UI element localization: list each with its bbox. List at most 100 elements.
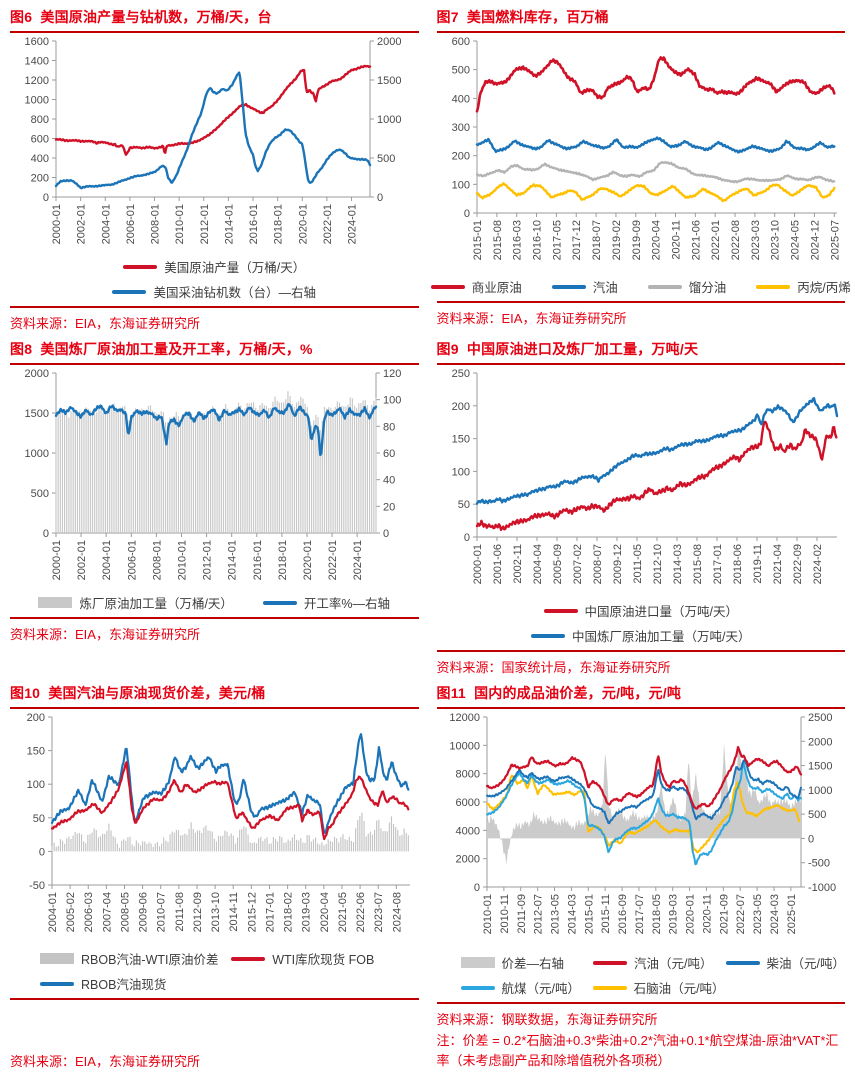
svg-text:300: 300 xyxy=(451,122,469,134)
axis-labels: 0 50 100 150 200 250 2000-01 2001-06 2002-11 2004… xyxy=(451,368,823,584)
source-text: 资料来源：国家统计局，东海证券研究所 xyxy=(436,660,671,675)
svg-text:150: 150 xyxy=(27,746,45,758)
legend-row: 美国原油产量（万桶/天） xyxy=(10,257,419,276)
svg-text:400: 400 xyxy=(31,153,49,165)
svg-text:2015-08: 2015-08 xyxy=(491,220,503,260)
svg-text:2010-01: 2010-01 xyxy=(176,540,188,580)
svg-text:250: 250 xyxy=(451,368,469,380)
svg-text:-50: -50 xyxy=(29,880,45,892)
axis-labels: 0 500 1000 1500 2000 0 20 40 60 80 100 120 2000-01 20… xyxy=(25,368,402,580)
svg-text:0: 0 xyxy=(473,882,479,894)
axis-labels: -50 0 50 100 150 200 2004-01 2005-02 2006-03 2007… xyxy=(27,712,404,932)
svg-text:2012-01: 2012-01 xyxy=(202,540,214,580)
svg-text:2018-06: 2018-06 xyxy=(732,544,744,584)
svg-text:2020-11: 2020-11 xyxy=(670,220,682,260)
svg-text:2020-04: 2020-04 xyxy=(650,220,662,260)
svg-text:2004-01: 2004-01 xyxy=(100,204,112,244)
svg-text:2024-02: 2024-02 xyxy=(812,544,824,584)
svg-text:2019-11: 2019-11 xyxy=(752,544,764,584)
svg-text:2012-07: 2012-07 xyxy=(532,894,544,934)
svg-text:2020-01: 2020-01 xyxy=(297,204,309,244)
svg-text:2023-07: 2023-07 xyxy=(373,892,385,932)
legend-line-swatch xyxy=(460,985,495,990)
series-china-crude-imports xyxy=(475,420,837,531)
svg-text:2021-04: 2021-04 xyxy=(772,544,784,584)
svg-text:50: 50 xyxy=(457,499,469,511)
legend-label: 航煤（元/吨） xyxy=(501,982,580,996)
svg-text:2024-12: 2024-12 xyxy=(809,220,821,260)
legend-label: 中国原油进口量（万吨/天） xyxy=(584,605,738,619)
svg-text:2020-01: 2020-01 xyxy=(684,894,696,934)
svg-text:600: 600 xyxy=(451,36,469,48)
legend-item-naphtha-price: 石脑油（元/吨） xyxy=(592,978,725,997)
svg-text:500: 500 xyxy=(377,153,395,165)
svg-text:2021-05: 2021-05 xyxy=(337,892,349,932)
svg-text:2000-01: 2000-01 xyxy=(51,204,63,244)
svg-text:2013-10: 2013-10 xyxy=(210,892,222,932)
svg-text:2020-01: 2020-01 xyxy=(302,540,314,580)
figure-panel-11: 图11 国内的成品油价差，元/吨，元/吨 0 2000 4000 6000 8000 10… xyxy=(436,680,845,1070)
svg-text:200: 200 xyxy=(451,151,469,163)
legend-label: WTI库欣现货 FOB xyxy=(272,953,375,967)
svg-text:2004-04: 2004-04 xyxy=(532,544,544,584)
legend-item-refinery-utilization: 开工率%—右轴 xyxy=(262,593,390,612)
svg-text:2005-09: 2005-09 xyxy=(552,544,564,584)
svg-text:2018-02: 2018-02 xyxy=(283,892,295,932)
chart-canvas-fig11: 0 2000 4000 6000 8000 10000 12000 -1000 -500 0 500… xyxy=(449,712,836,934)
svg-text:0: 0 xyxy=(463,532,469,544)
svg-text:2017-01: 2017-01 xyxy=(264,892,276,932)
legend-line-swatch xyxy=(647,284,682,289)
svg-text:2016-03: 2016-03 xyxy=(511,220,523,260)
legend-label: 炼厂原油加工量（万桶/天） xyxy=(79,597,233,611)
chart-legend: 炼厂原油加工量（万桶/天） 开工率%—右轴 xyxy=(10,593,419,612)
svg-text:2014-11: 2014-11 xyxy=(228,892,240,932)
legend-item-china-refinery-throughput: 中国炼厂原油加工量（万吨/天） xyxy=(531,626,750,645)
svg-text:500: 500 xyxy=(31,488,49,500)
svg-text:2002-01: 2002-01 xyxy=(76,204,88,244)
svg-text:2008-01: 2008-01 xyxy=(151,540,163,580)
legend-row: RBOB汽油现货 xyxy=(10,974,419,993)
axes xyxy=(52,40,374,201)
svg-text:2009-12: 2009-12 xyxy=(612,544,624,584)
svg-text:2008-05: 2008-05 xyxy=(119,892,131,932)
title-divider xyxy=(436,707,845,709)
figure-panel-8: 图8 美国炼厂原油加工量及开工率，万桶/天，% 0 500 1000 1500 2000… xyxy=(10,336,419,676)
svg-text:2004-01: 2004-01 xyxy=(101,540,113,580)
svg-text:0: 0 xyxy=(39,846,45,858)
svg-text:2010-01: 2010-01 xyxy=(174,204,186,244)
source-divider xyxy=(436,650,845,652)
legend-line-swatch xyxy=(593,960,627,965)
svg-text:2010-01: 2010-01 xyxy=(482,894,494,934)
svg-text:0: 0 xyxy=(43,528,49,540)
svg-text:400: 400 xyxy=(451,93,469,105)
svg-text:50: 50 xyxy=(33,813,45,825)
svg-text:2022-01: 2022-01 xyxy=(710,220,722,260)
series-commercial-crude-stocks xyxy=(475,56,836,113)
axes xyxy=(472,40,837,217)
svg-text:2015-11: 2015-11 xyxy=(600,894,612,934)
legend-label: RBOB汽油-WTI原油价差 xyxy=(81,953,219,967)
svg-text:2020-04: 2020-04 xyxy=(319,892,331,932)
axis-labels: 0 2000 4000 6000 8000 10000 12000 -1000 -500 0 500… xyxy=(449,712,836,934)
svg-text:2023-10: 2023-10 xyxy=(769,220,781,260)
series-distillate-stocks xyxy=(475,161,835,184)
svg-text:-500: -500 xyxy=(808,858,830,870)
svg-text:2012-09: 2012-09 xyxy=(192,892,204,932)
legend-label: 汽油（元/吨） xyxy=(634,957,713,971)
legend-bar-swatch xyxy=(460,957,495,968)
svg-text:2015-12: 2015-12 xyxy=(246,892,258,932)
svg-text:-1000: -1000 xyxy=(808,882,836,894)
svg-text:2008-07: 2008-07 xyxy=(592,544,604,584)
svg-text:2022-06: 2022-06 xyxy=(355,892,367,932)
chart-canvas-fig9: 0 50 100 150 200 250 2000-01 2001-06 2002-11 2004… xyxy=(451,368,838,584)
svg-text:2024-01: 2024-01 xyxy=(347,204,359,244)
svg-text:2022-01: 2022-01 xyxy=(327,540,339,580)
legend-label: 馏分油 xyxy=(688,281,727,295)
chart-title: 图8 美国炼厂原油加工量及开工率，万桶/天，% xyxy=(10,341,313,357)
svg-text:800: 800 xyxy=(31,114,49,126)
chart-title: 图9 中国原油进口及炼厂加工量，万吨/天 xyxy=(436,341,699,357)
svg-text:2023-03: 2023-03 xyxy=(749,220,761,260)
chart-legend: 美国原油产量（万桶/天） 美国采油钻机数（台）—右轴 xyxy=(10,257,419,301)
series-product-crack-spread xyxy=(486,743,801,866)
